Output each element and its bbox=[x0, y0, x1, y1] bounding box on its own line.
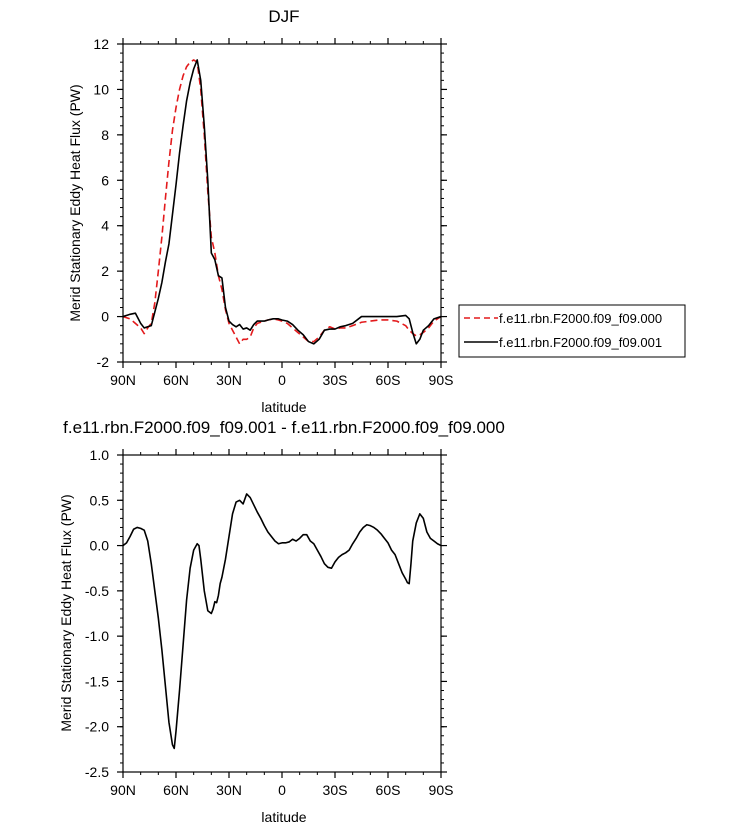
top-panel-title: DJF bbox=[268, 7, 299, 26]
top-panel-series-group bbox=[122, 59, 442, 345]
top-panel-y-tick-label: 0 bbox=[101, 309, 109, 325]
top-panel-series-line-1 bbox=[122, 59, 442, 345]
top-panel: DJF 90N 60N 30N 0 30S 60S 90S -2 0 2 4 6 8 10 12 latit… bbox=[67, 7, 453, 415]
bottom-panel-series-line-0 bbox=[122, 493, 442, 750]
bottom-panel-y-tick-label: -2.5 bbox=[85, 764, 109, 780]
bottom-panel-x-tick-label: 30N bbox=[216, 782, 242, 798]
bottom-panel-x-tick-label: 60N bbox=[163, 782, 189, 798]
legend: f.e11.rbn.F2000.f09_f09.000 f.e11.rbn.F2… bbox=[458, 304, 686, 358]
bottom-panel-x-tick-label: 60S bbox=[376, 782, 401, 798]
bottom-panel-x-tick-label: 90N bbox=[110, 782, 136, 798]
top-panel-y-tick-label: 12 bbox=[93, 36, 109, 52]
legend-label-1: f.e11.rbn.F2000.f09_f09.001 bbox=[499, 335, 662, 350]
bottom-panel-y-tick-label: 0.5 bbox=[90, 492, 110, 508]
top-panel-x-tick-label: 30N bbox=[216, 372, 242, 388]
bottom-panel-y-tick-label: 1.0 bbox=[90, 447, 110, 463]
top-panel-ticks: 90N 60N 30N 0 30S 60S 90S -2 0 2 4 6 8 10 12 bbox=[93, 36, 453, 388]
bottom-panel-y-tick-label: -2.0 bbox=[85, 719, 109, 735]
top-panel-x-tick-label: 60S bbox=[376, 372, 401, 388]
top-panel-y-tick-label: 2 bbox=[101, 263, 109, 279]
legend-label-0: f.e11.rbn.F2000.f09_f09.000 bbox=[499, 311, 662, 326]
bottom-panel-y-axis-label: Merid Stationary Eddy Heat Flux (PW) bbox=[58, 494, 74, 731]
top-panel-y-tick-label: 6 bbox=[101, 172, 109, 188]
bottom-panel-title: f.e11.rbn.F2000.f09_f09.001 - f.e11.rbn.… bbox=[63, 418, 505, 437]
top-panel-y-tick-label: 4 bbox=[101, 218, 109, 234]
top-panel-x-tick-label: 30S bbox=[323, 372, 348, 388]
top-panel-x-tick-label: 60N bbox=[163, 372, 189, 388]
top-panel-plot-frame bbox=[122, 43, 442, 363]
bottom-panel-x-tick-label: 0 bbox=[278, 782, 286, 798]
top-panel-y-axis-label: Merid Stationary Eddy Heat Flux (PW) bbox=[67, 84, 83, 321]
top-panel-x-tick-label: 90S bbox=[429, 372, 454, 388]
bottom-panel-series-group bbox=[122, 493, 442, 750]
legend-box bbox=[458, 304, 686, 358]
bottom-panel-plot-frame bbox=[122, 454, 442, 773]
bottom-panel-x-tick-label: 30S bbox=[323, 782, 348, 798]
bottom-panel-y-tick-label: -1.0 bbox=[85, 628, 109, 644]
top-panel-x-axis-label: latitude bbox=[261, 399, 306, 415]
bottom-panel-x-tick-label: 90S bbox=[429, 782, 454, 798]
bottom-panel: f.e11.rbn.F2000.f09_f09.001 - f.e11.rbn.… bbox=[58, 418, 505, 825]
bottom-panel-y-tick-label: -0.5 bbox=[85, 583, 109, 599]
bottom-panel-y-tick-label: 0.0 bbox=[90, 538, 110, 554]
top-panel-series-line-0 bbox=[122, 59, 442, 345]
top-panel-y-tick-label: 10 bbox=[93, 81, 109, 97]
top-panel-x-tick-label: 90N bbox=[110, 372, 136, 388]
top-panel-y-tick-label: 8 bbox=[101, 127, 109, 143]
top-panel-y-tick-label: -2 bbox=[97, 354, 110, 370]
bottom-panel-x-axis-label: latitude bbox=[261, 809, 306, 825]
bottom-panel-y-tick-label: -1.5 bbox=[85, 673, 109, 689]
top-panel-x-tick-label: 0 bbox=[278, 372, 286, 388]
bottom-panel-ticks: 90N 60N 30N 0 30S 60S 90S -2.5 -2.0 -1.5 -1.0 -0.5 0… bbox=[85, 447, 454, 798]
